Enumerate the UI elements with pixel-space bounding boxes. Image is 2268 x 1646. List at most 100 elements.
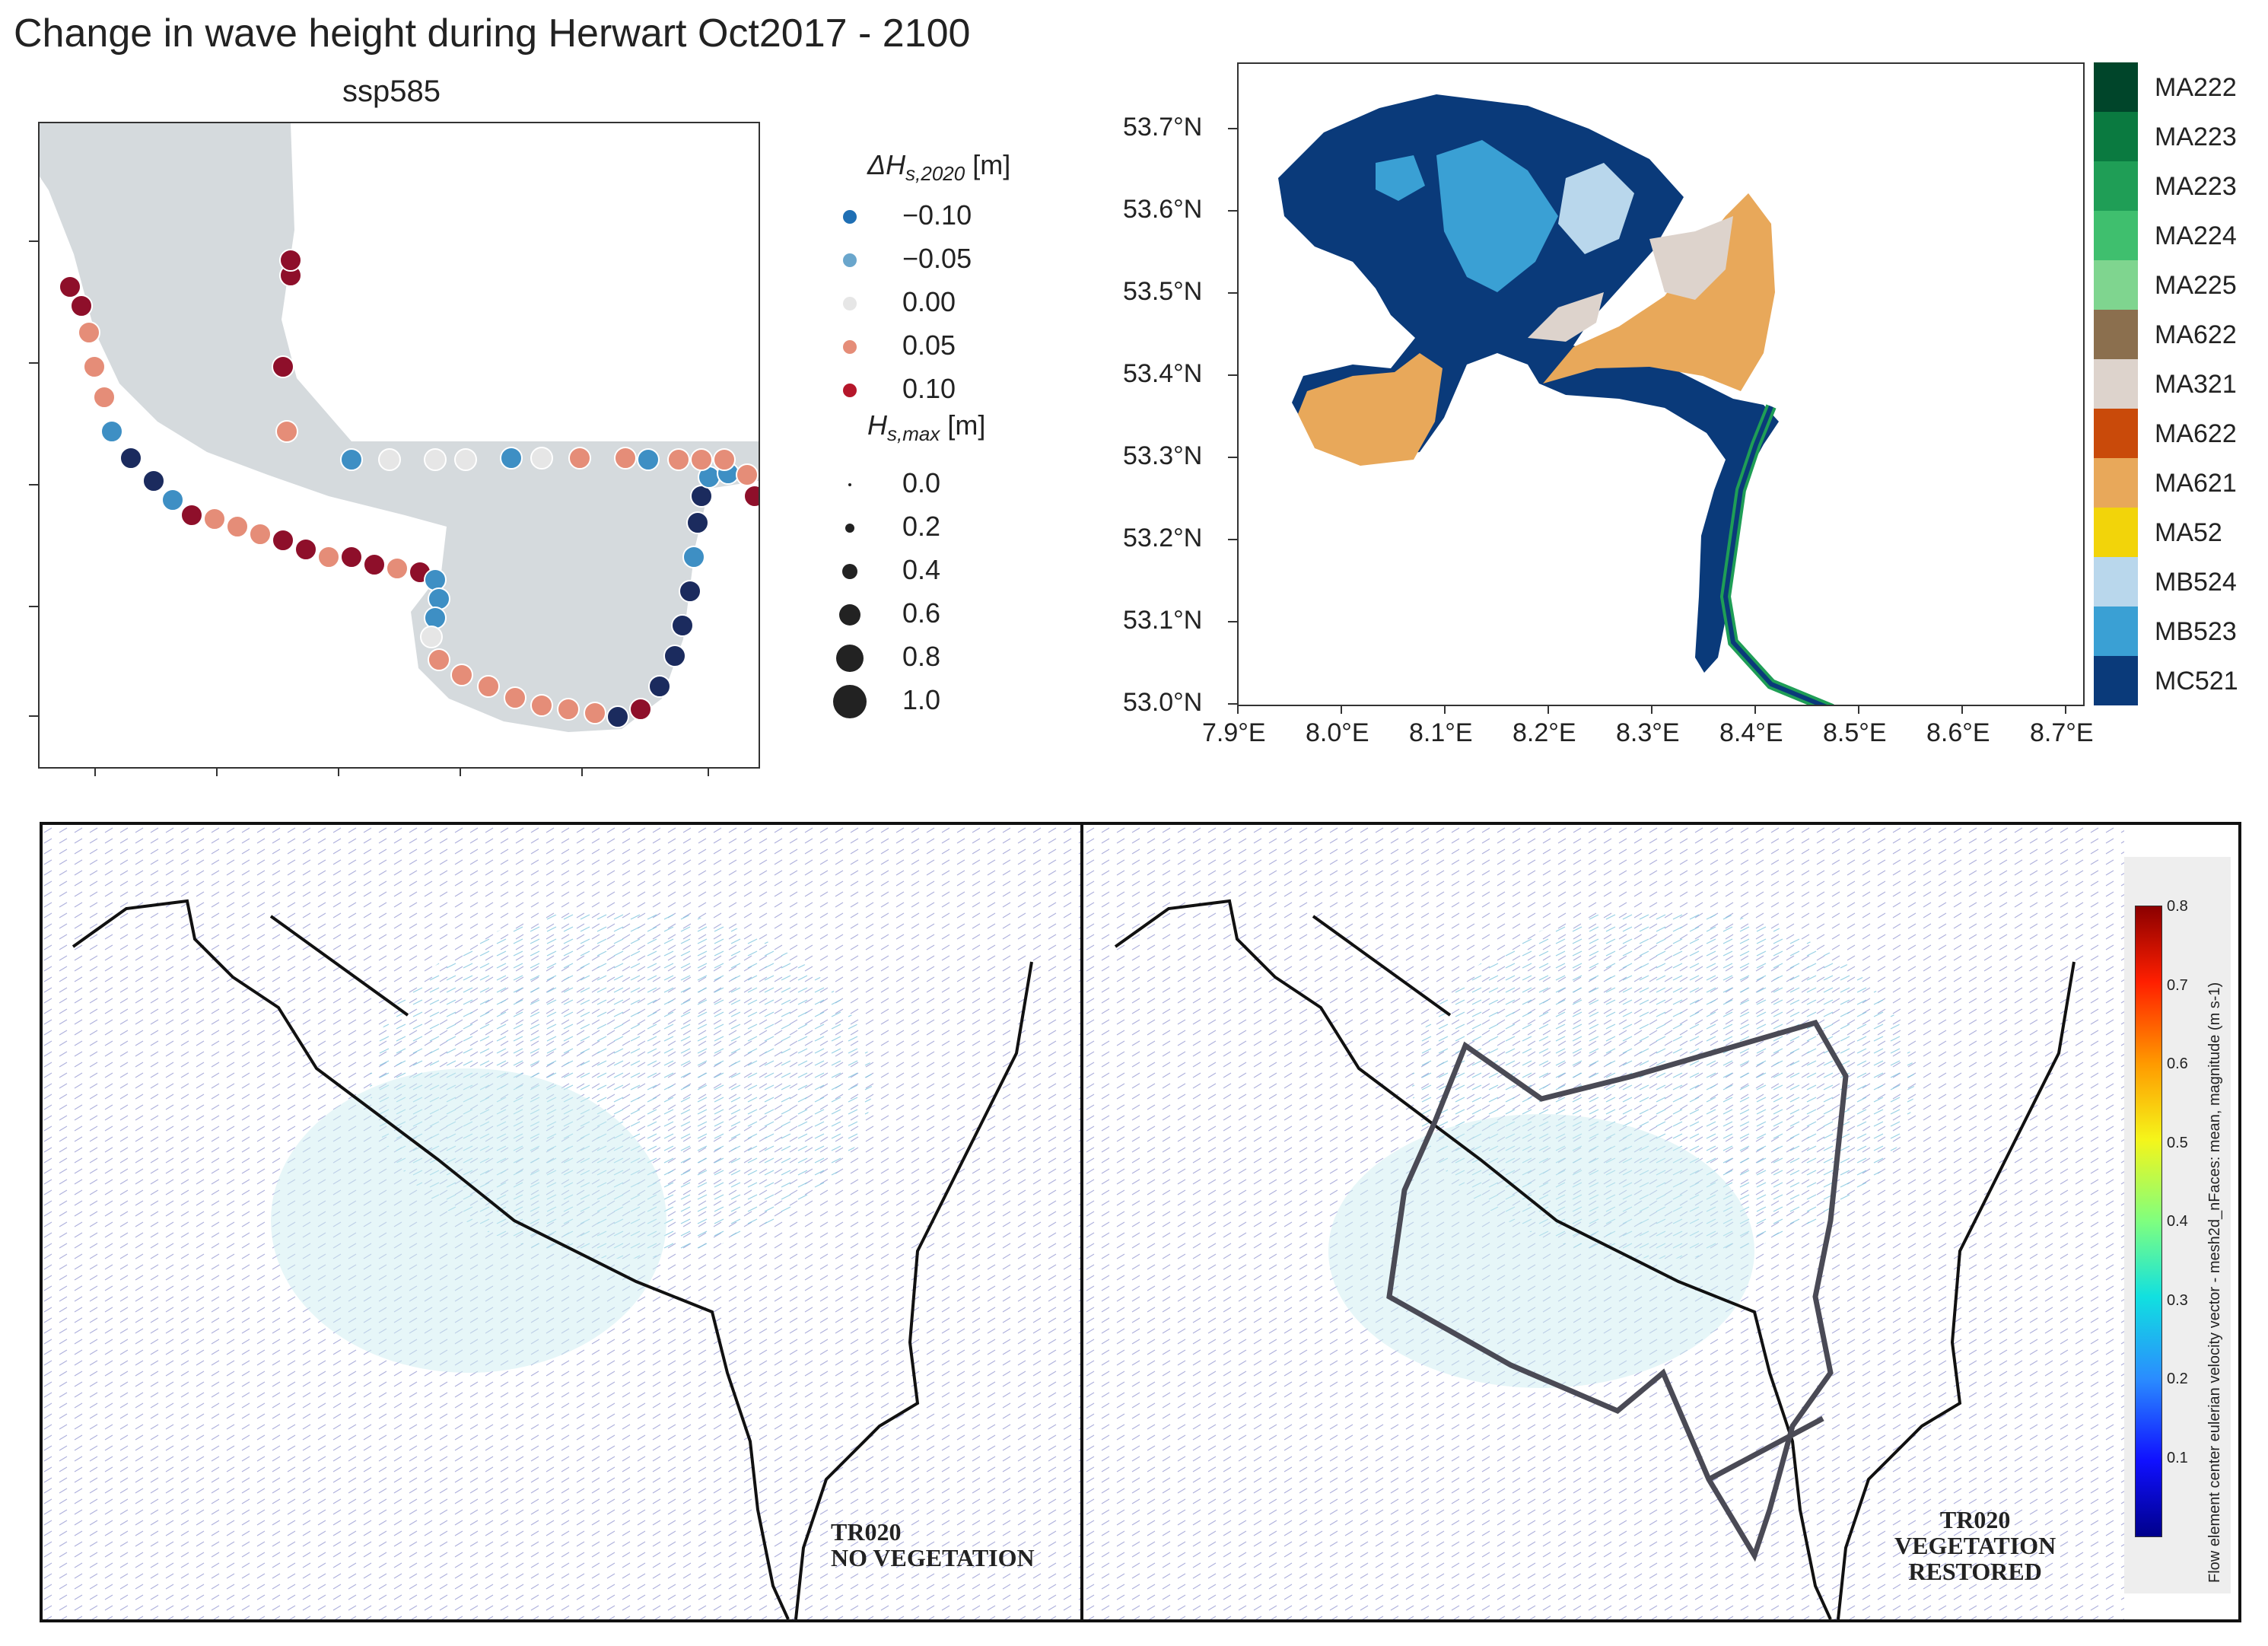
lat-tick: [1228, 457, 1237, 458]
size-legend-subscript: s,max: [887, 422, 940, 446]
y-tick: [29, 715, 38, 717]
wave-change-marker: [161, 489, 184, 511]
shoreline-left-east: [794, 961, 1033, 1620]
lon-tick: [1237, 705, 1239, 714]
color-legend-label: −0.10: [902, 199, 972, 231]
salt-marsh-area: [1528, 292, 1604, 342]
wave-change-marker: [606, 705, 629, 728]
size-legend-label: 0.6: [902, 597, 941, 629]
lat-tick-label: 53.4°N: [1123, 359, 1203, 388]
wave-change-marker: [679, 580, 701, 603]
flow-maps-svg: [43, 825, 2124, 1620]
x-tick: [708, 767, 709, 776]
wave-change-marker: [378, 448, 401, 471]
left-panel-label-line2: NO VEGETATION: [831, 1544, 1035, 1571]
wave-change-marker: [663, 645, 686, 667]
lon-tick-label: 8.4°E: [1719, 718, 1783, 747]
wave-change-marker: [70, 294, 93, 317]
velocity-tick-label: 0.1: [2167, 1449, 2188, 1466]
velocity-tick-label: 0.3: [2167, 1291, 2188, 1309]
habitat-color-swatch: [2094, 62, 2138, 112]
panel-a-map-svg: [40, 123, 759, 732]
habitat-code-label: MA222: [2155, 73, 2237, 102]
right-panel-label-line1: TR020: [1939, 1506, 2011, 1533]
color-legend-label: 0.05: [902, 330, 956, 361]
wave-change-marker: [428, 587, 450, 610]
wave-change-marker: [78, 321, 100, 344]
wave-change-marker: [568, 447, 591, 470]
color-legend-swatch: [843, 297, 857, 310]
panel-b-map: [1237, 62, 2085, 715]
panel-a-map: [38, 122, 760, 769]
lon-tick-label: 8.0°E: [1306, 718, 1369, 747]
color-legend-label: −0.05: [902, 243, 972, 274]
habitat-code-label: MA622: [2155, 419, 2237, 448]
habitat-code-label: MC521: [2155, 667, 2238, 696]
shoreline-right-east: [1837, 961, 2076, 1620]
wave-change-marker: [530, 694, 553, 717]
y-tick: [29, 484, 38, 486]
habitat-code-label: MA223: [2155, 172, 2237, 201]
shoreline-left: [72, 899, 790, 1620]
y-tick: [29, 362, 38, 364]
wave-change-marker: [690, 485, 713, 508]
x-tick: [581, 767, 583, 776]
lon-tick: [1858, 705, 1859, 714]
wave-change-marker: [682, 546, 705, 568]
habitat-code-label: MA225: [2155, 271, 2237, 300]
wave-change-marker: [180, 504, 203, 527]
panel-divider: [1080, 822, 1083, 1622]
color-legend-symbol: ΔH: [867, 149, 906, 180]
left-panel-label-line1: TR020: [831, 1518, 902, 1546]
wave-change-marker: [279, 249, 302, 272]
right-panel-label: TR020 VEGETATION RESTORED: [1894, 1507, 2056, 1584]
vegetation-restoration-divider: [1707, 1415, 1824, 1482]
figure-title: Change in wave height during Herwart Oct…: [14, 11, 971, 56]
shallow-water-area: [1436, 140, 1558, 292]
lon-tick-label: 7.9°E: [1202, 718, 1266, 747]
lon-tick-label: 8.7°E: [2030, 718, 2094, 747]
size-legend-label: 0.8: [902, 641, 941, 672]
size-legend-label: 1.0: [902, 684, 941, 715]
x-tick: [216, 767, 218, 776]
habitat-color-swatch: [2094, 161, 2138, 211]
x-tick: [338, 767, 339, 776]
lat-tick-label: 53.2°N: [1123, 524, 1203, 552]
size-legend-label: 0.0: [902, 467, 941, 498]
size-legend-unit: [m]: [947, 409, 986, 441]
wave-change-marker: [317, 546, 340, 568]
water-area: [40, 123, 759, 732]
wave-change-marker: [743, 485, 759, 508]
lat-tick-label: 53.0°N: [1123, 688, 1203, 717]
lat-tick-label: 53.7°N: [1123, 113, 1203, 142]
wave-change-marker: [142, 470, 165, 492]
breakwater-right: [1312, 915, 1452, 1017]
wave-change-marker: [59, 275, 81, 298]
wave-change-marker: [83, 355, 106, 378]
lat-tick-label: 53.1°N: [1123, 606, 1203, 635]
wave-change-marker: [614, 447, 637, 470]
flow-field-no-vegetation: [43, 825, 1082, 1620]
left-panel-label: TR020 NO VEGETATION: [831, 1519, 1035, 1571]
color-legend-swatch: [843, 253, 857, 267]
color-legend-label: 0.10: [902, 373, 956, 404]
river-channel: [1722, 405, 1834, 712]
lat-tick: [1228, 539, 1237, 540]
habitat-color-swatch: [2094, 260, 2138, 310]
size-legend-swatch: [836, 645, 864, 672]
lon-tick: [1444, 705, 1446, 714]
wave-change-marker: [340, 448, 363, 471]
color-legend-swatch: [843, 384, 857, 397]
lon-tick: [1341, 705, 1342, 714]
size-legend-swatch: [842, 564, 857, 579]
lat-tick: [1228, 292, 1237, 294]
wave-change-marker: [226, 515, 249, 538]
wave-change-marker: [629, 698, 652, 721]
lat-tick-label: 53.3°N: [1123, 441, 1203, 470]
color-legend-swatch: [843, 210, 857, 224]
wave-change-marker: [294, 538, 317, 561]
size-legend-swatch: [839, 604, 860, 626]
wave-change-marker: [249, 523, 272, 546]
habitat-code-label: MA224: [2155, 221, 2237, 250]
wave-change-marker: [637, 448, 660, 471]
